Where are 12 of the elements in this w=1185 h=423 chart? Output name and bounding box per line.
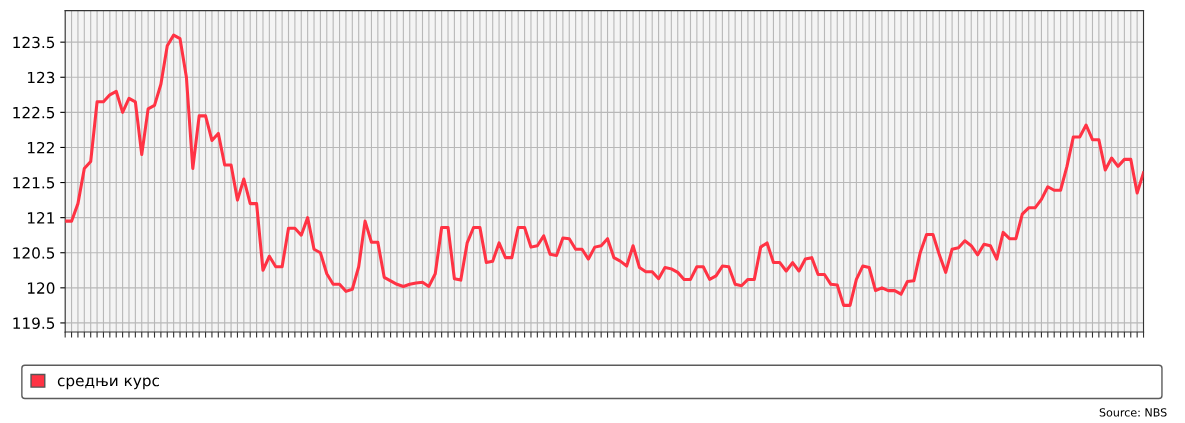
y-tick-label: 121.5 [13, 177, 55, 189]
y-tick-label: 120.5 [13, 247, 55, 259]
legend-label: средњи курс [57, 377, 159, 390]
y-tick-label: 123.5 [13, 36, 55, 49]
y-tick-label: 122.5 [13, 106, 55, 119]
source-note: Source: NBS [1099, 408, 1167, 417]
y-tick-label: 123 [27, 71, 55, 84]
y-tick-label: 119.5 [13, 317, 55, 329]
y-tick-label: 122 [27, 141, 54, 154]
line-series [65, 33, 1144, 307]
y-tick-label: 121 [27, 212, 55, 224]
y-tick-label: 120 [27, 282, 55, 294]
